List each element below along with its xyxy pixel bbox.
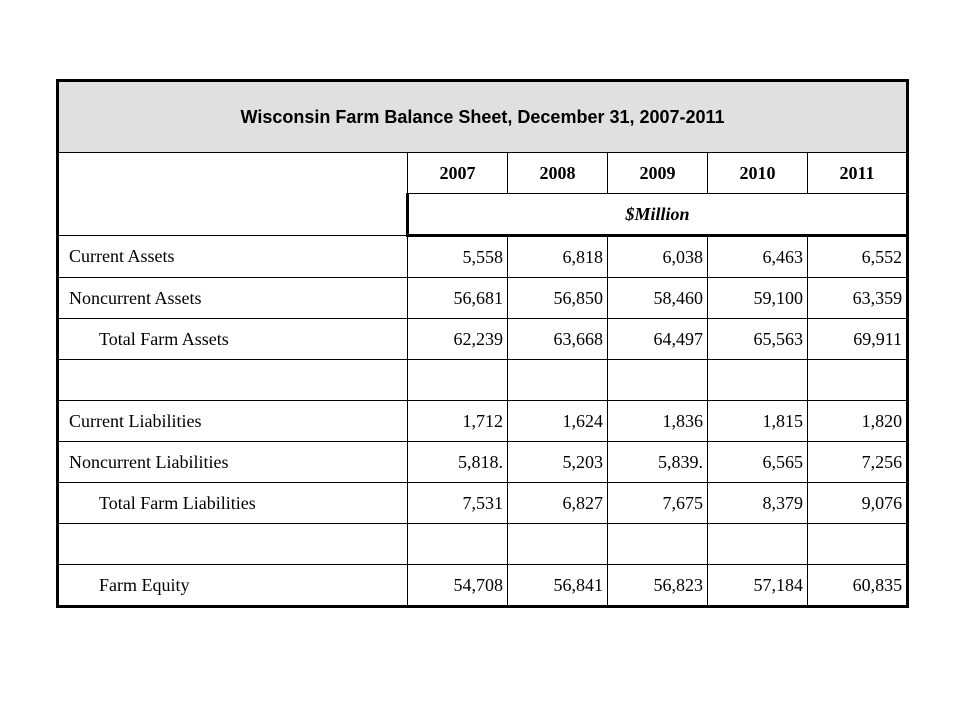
value-cell: 5,818. [407, 441, 508, 483]
year-header-row: 2007 2008 2009 2010 2011 [56, 152, 910, 236]
value-cell: 63,668 [507, 318, 608, 360]
value-cell: 5,558 [407, 235, 508, 278]
value-cell [607, 523, 708, 565]
data-rows: Current Assets 5,558 6,818 6,038 6,463 6,552 N… [56, 235, 910, 608]
unit-row: $Million [58, 193, 910, 237]
value-cell: 56,841 [507, 564, 608, 608]
value-cell: 5,839. [607, 441, 708, 483]
value-cell: 63,359 [806, 277, 910, 319]
value-cell: 5,203 [507, 441, 608, 483]
table-row: Total Farm Assets 62,239 63,668 64,497 65,56… [56, 318, 910, 360]
value-cell [806, 359, 910, 401]
value-cell: 1,820 [806, 400, 910, 442]
row-label: Current Liabilities [56, 400, 408, 442]
row-label-header-blank [56, 152, 408, 236]
value-cell: 62,239 [407, 318, 508, 360]
value-cell [707, 359, 808, 401]
value-cell: 1,624 [507, 400, 608, 442]
row-label: Noncurrent Liabilities [56, 441, 408, 483]
value-cell [407, 359, 508, 401]
value-cell: 69,911 [806, 318, 910, 360]
year-header: 2009 [607, 152, 708, 194]
value-cell: 8,379 [707, 482, 808, 524]
row-label: Total Farm Assets [56, 318, 408, 360]
row-label: Noncurrent Assets [56, 277, 408, 319]
value-cell: 7,675 [607, 482, 708, 524]
balance-sheet-table: Wisconsin Farm Balance Sheet, December 3… [55, 79, 910, 608]
value-cell: 56,850 [507, 277, 608, 319]
value-cell [607, 359, 708, 401]
value-cell [707, 523, 808, 565]
value-cell [507, 359, 608, 401]
unit-label: $Million [405, 193, 910, 237]
value-cell: 57,184 [707, 564, 808, 608]
value-cell: 6,463 [707, 235, 808, 278]
value-cell: 59,100 [707, 277, 808, 319]
value-cell: 60,835 [806, 564, 910, 608]
value-cell: 1,815 [707, 400, 808, 442]
title-row: Wisconsin Farm Balance Sheet, December 3… [55, 79, 910, 153]
value-cell: 6,827 [507, 482, 608, 524]
value-cell: 9,076 [806, 482, 910, 524]
table-row: Current Assets 5,558 6,818 6,038 6,463 6,552 [56, 235, 910, 278]
table-row: Noncurrent Liabilities 5,818. 5,203 5,839. 6… [56, 441, 910, 483]
value-cell: 6,552 [806, 235, 910, 278]
row-label: Total Farm Liabilities [56, 482, 408, 524]
row-label: Farm Equity [56, 564, 408, 608]
table-row: Total Farm Liabilities 7,531 6,827 7,675 8,3… [56, 482, 910, 524]
value-cell: 1,712 [407, 400, 508, 442]
value-cell [806, 523, 910, 565]
spacer-row [56, 359, 910, 401]
value-cell: 6,565 [707, 441, 808, 483]
table-row: Farm Equity 54,708 56,841 56,823 57,184 60,83… [56, 564, 910, 608]
table-row: Noncurrent Assets 56,681 56,850 58,460 59,10… [56, 277, 910, 319]
table-title: Wisconsin Farm Balance Sheet, December 3… [55, 79, 910, 153]
value-cell [507, 523, 608, 565]
value-cell: 6,818 [507, 235, 608, 278]
row-label [56, 523, 408, 565]
value-cell: 64,497 [607, 318, 708, 360]
year-header: 2010 [707, 152, 808, 194]
value-cell [407, 523, 508, 565]
value-cell: 56,823 [607, 564, 708, 608]
year-header: 2011 [806, 152, 910, 194]
value-cell: 6,038 [607, 235, 708, 278]
row-label: Current Assets [56, 235, 408, 278]
value-cell: 56,681 [407, 277, 508, 319]
row-label [56, 359, 408, 401]
year-header: 2007 [407, 152, 508, 194]
value-cell: 65,563 [707, 318, 808, 360]
value-cell: 54,708 [407, 564, 508, 608]
year-header: 2008 [507, 152, 608, 194]
value-cell: 58,460 [607, 277, 708, 319]
table-row: Current Liabilities 1,712 1,624 1,836 1,815 1… [56, 400, 910, 442]
value-cell: 7,256 [806, 441, 910, 483]
value-cell: 1,836 [607, 400, 708, 442]
value-cell: 7,531 [407, 482, 508, 524]
spacer-row [56, 523, 910, 565]
